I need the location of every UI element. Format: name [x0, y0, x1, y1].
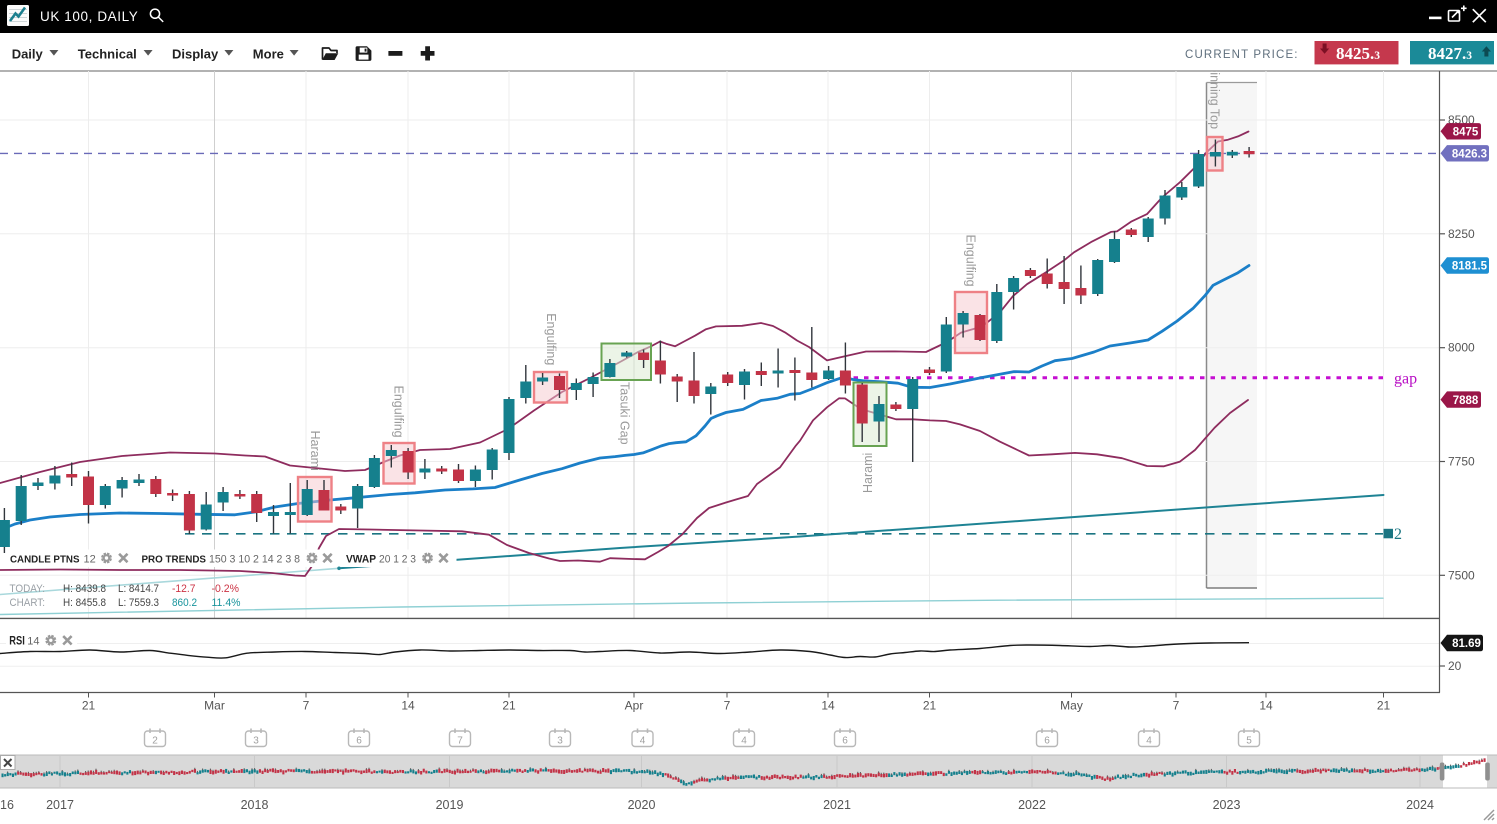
svg-text:14: 14 — [1259, 699, 1273, 713]
svg-text:6: 6 — [842, 736, 848, 747]
svg-text:7: 7 — [724, 699, 731, 713]
svg-text:2020: 2020 — [628, 798, 656, 812]
svg-text:81.69: 81.69 — [1452, 638, 1481, 650]
svg-text:2: 2 — [1394, 526, 1402, 543]
svg-text:7: 7 — [1173, 699, 1180, 713]
svg-text:4: 4 — [640, 736, 646, 747]
svg-text:7: 7 — [457, 736, 463, 747]
svg-text:CHART:: CHART: — [10, 597, 46, 609]
svg-text:14: 14 — [821, 699, 835, 713]
svg-text:4: 4 — [741, 736, 747, 747]
svg-text:21: 21 — [82, 699, 96, 713]
svg-text:Technical: Technical — [78, 47, 137, 62]
svg-text:-12.7: -12.7 — [172, 583, 196, 595]
svg-text:8425.3: 8425.3 — [1336, 44, 1380, 63]
svg-text:Tasuki Gap: Tasuki Gap — [617, 382, 631, 445]
svg-text:PRO TRENDS: PRO TRENDS — [142, 554, 207, 566]
svg-text:12: 12 — [84, 554, 96, 566]
svg-text:20: 20 — [1448, 659, 1462, 673]
svg-text:Display: Display — [172, 47, 219, 62]
svg-text:14: 14 — [401, 699, 415, 713]
svg-text:16: 16 — [0, 798, 14, 812]
svg-text:More: More — [253, 47, 284, 62]
svg-text:Engulfing: Engulfing — [392, 386, 406, 438]
svg-text:860.2: 860.2 — [172, 597, 197, 609]
svg-text:RSI: RSI — [9, 636, 24, 648]
svg-text:7888: 7888 — [1453, 395, 1479, 407]
svg-text:TODAY:: TODAY: — [10, 583, 46, 595]
svg-text:5: 5 — [1246, 736, 1252, 747]
svg-text:CANDLE PTNS: CANDLE PTNS — [10, 554, 80, 566]
svg-text:8475: 8475 — [1453, 127, 1479, 139]
svg-text:8427.3: 8427.3 — [1428, 44, 1472, 63]
svg-text:3: 3 — [557, 736, 563, 747]
svg-text:11.4%: 11.4% — [212, 597, 241, 609]
svg-text:Harami: Harami — [308, 431, 322, 471]
svg-text:2018: 2018 — [241, 798, 269, 812]
svg-text:Daily: Daily — [12, 47, 44, 62]
svg-text:7500: 7500 — [1448, 568, 1475, 582]
svg-text:21: 21 — [923, 699, 937, 713]
svg-text:2019: 2019 — [436, 798, 464, 812]
svg-text:8181.5: 8181.5 — [1452, 261, 1488, 273]
svg-text:7: 7 — [303, 699, 310, 713]
svg-text:Mar: Mar — [204, 699, 225, 713]
svg-text:L: 8414.7: L: 8414.7 — [118, 583, 159, 595]
svg-text:2023: 2023 — [1213, 798, 1241, 812]
svg-text:UK 100, DAILY: UK 100, DAILY — [40, 9, 138, 24]
svg-text:3: 3 — [253, 736, 259, 747]
svg-text:CURRENT PRICE:: CURRENT PRICE: — [1185, 49, 1299, 61]
svg-text:2017: 2017 — [46, 798, 74, 812]
svg-text:6: 6 — [356, 736, 362, 747]
svg-text:8426.3: 8426.3 — [1452, 149, 1487, 161]
svg-text:2024: 2024 — [1406, 798, 1434, 812]
svg-text:4: 4 — [1146, 736, 1152, 747]
svg-text:Spinning Top: Spinning Top — [1207, 57, 1221, 129]
svg-text:L: 7559.3: L: 7559.3 — [118, 597, 159, 609]
svg-text:H: 8439.8: H: 8439.8 — [63, 583, 106, 595]
svg-text:21: 21 — [1377, 699, 1391, 713]
svg-text:Engulfing: Engulfing — [963, 235, 977, 287]
svg-text:Harami: Harami — [861, 453, 875, 493]
svg-text:2022: 2022 — [1018, 798, 1046, 812]
svg-text:2: 2 — [152, 736, 158, 747]
svg-text:8000: 8000 — [1448, 341, 1475, 355]
svg-text:gap: gap — [1394, 371, 1417, 388]
svg-text:Engulfing: Engulfing — [544, 313, 558, 365]
svg-text:7750: 7750 — [1448, 455, 1475, 469]
svg-text:150 3 10 2 14 2 3 8: 150 3 10 2 14 2 3 8 — [209, 554, 300, 566]
svg-text:8250: 8250 — [1448, 227, 1475, 241]
svg-text:May: May — [1060, 699, 1083, 713]
svg-text:6: 6 — [1044, 736, 1050, 747]
svg-text:Apr: Apr — [625, 699, 644, 713]
svg-text:VWAP: VWAP — [346, 554, 376, 566]
svg-text:2021: 2021 — [823, 798, 851, 812]
svg-text:20 1 2 3: 20 1 2 3 — [379, 554, 416, 566]
svg-text:-0.2%: -0.2% — [212, 583, 240, 595]
svg-text:H: 8455.8: H: 8455.8 — [63, 597, 106, 609]
svg-text:14: 14 — [27, 636, 39, 648]
svg-text:21: 21 — [502, 699, 516, 713]
